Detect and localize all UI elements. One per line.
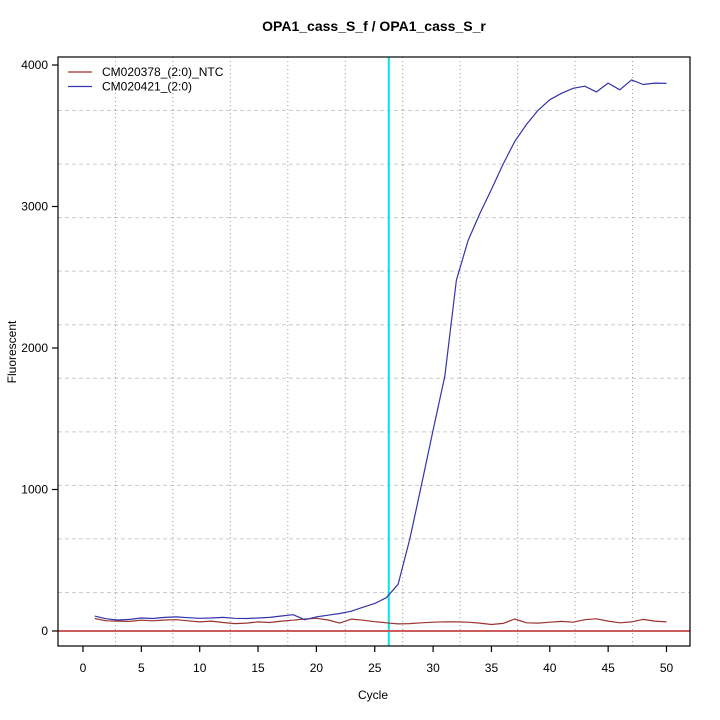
- y-tick-label: 2000: [21, 341, 48, 355]
- x-tick-label: 0: [80, 661, 87, 675]
- y-tick-label: 1000: [21, 483, 48, 497]
- x-tick-label: 35: [485, 661, 499, 675]
- x-tick-label: 45: [601, 661, 615, 675]
- y-axis-label: Fluorescent: [5, 320, 19, 383]
- y-tick-label: 4000: [21, 58, 48, 72]
- x-tick-label: 10: [193, 661, 207, 675]
- plot-border: [57, 56, 691, 647]
- series-line-sample: [94, 79, 667, 621]
- legend: CM020378_(2:0)_NTC CM020421_(2:0): [68, 65, 224, 94]
- x-axis-label: Cycle: [358, 688, 388, 702]
- x-tick-label: 5: [138, 661, 145, 675]
- y-tick-label: 3000: [21, 200, 48, 214]
- legend-label-sample: CM020421_(2:0): [102, 80, 192, 94]
- x-tick-label: 50: [660, 661, 674, 675]
- x-tick-label: 20: [310, 661, 324, 675]
- plot-render-layer: 0 1000 2000 3000 4000 0 5 10 15 20 25 30 35 40 45 50: [21, 56, 691, 675]
- x-tick-label: 30: [426, 661, 440, 675]
- chart-title: OPA1_cass_S_f / OPA1_cass_S_r: [262, 18, 486, 34]
- legend-label-ntc: CM020378_(2:0)_NTC: [102, 65, 224, 79]
- x-tick-label: 40: [543, 661, 557, 675]
- series-line-ntc: [94, 617, 667, 626]
- x-tick-label: 25: [368, 661, 382, 675]
- y-tick-label: 0: [41, 624, 48, 638]
- x-tick-label: 15: [251, 661, 265, 675]
